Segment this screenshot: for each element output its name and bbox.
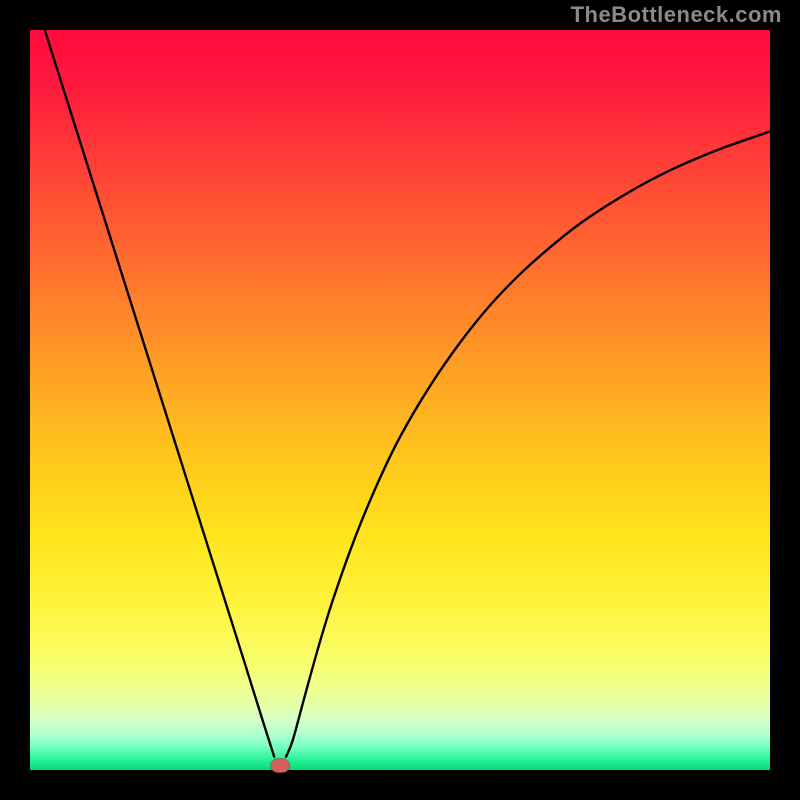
plot-area — [30, 30, 770, 770]
watermark-text: TheBottleneck.com — [571, 2, 782, 28]
bottleneck-chart — [0, 0, 800, 800]
bottleneck-marker — [271, 759, 290, 773]
chart-container: TheBottleneck.com — [0, 0, 800, 800]
